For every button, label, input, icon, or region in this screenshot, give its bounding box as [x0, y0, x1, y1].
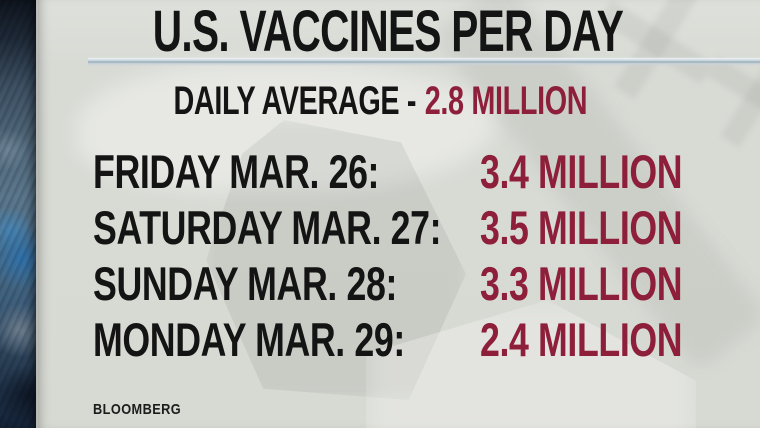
day-value: 3.3 MILLION — [480, 256, 683, 310]
day-value: 3.4 MILLION — [480, 144, 683, 198]
day-value: 2.4 MILLION — [480, 312, 683, 366]
source-attribution: BLOOMBERG — [93, 400, 182, 418]
table-row: FRIDAY MAR. 26: 3.4 MILLION — [93, 143, 760, 199]
day-label: SUNDAY MAR. 28: — [93, 256, 397, 310]
daily-average-value: 2.8 MILLION — [424, 78, 587, 123]
page-title: U.S. VACCINES PER DAY — [152, 0, 624, 64]
daily-average-label: DAILY AVERAGE - — [173, 78, 416, 123]
day-label: FRIDAY MAR. 26: — [93, 144, 380, 198]
day-value: 3.5 MILLION — [480, 200, 683, 254]
day-label: SATURDAY MAR. 27: — [93, 200, 442, 254]
table-row: MONDAY MAR. 29: 2.4 MILLION — [93, 311, 760, 367]
day-label: MONDAY MAR. 29: — [93, 312, 405, 366]
table-row: SUNDAY MAR. 28: 3.3 MILLION — [93, 255, 760, 311]
source-line: BLOOMBERG — [93, 400, 197, 418]
graphic-panel: U.S. VACCINES PER DAY DAILY AVERAGE - 2.… — [36, 0, 760, 428]
title-divider — [88, 57, 760, 66]
header: U.S. VACCINES PER DAY — [36, 0, 740, 64]
table-row: SATURDAY MAR. 27: 3.5 MILLION — [93, 199, 760, 255]
daily-average-line: DAILY AVERAGE - 2.8 MILLION — [36, 79, 724, 123]
background-virus-photo-strip — [0, 0, 36, 428]
daily-values-list: FRIDAY MAR. 26: 3.4 MILLION SATURDAY MAR… — [93, 143, 760, 367]
